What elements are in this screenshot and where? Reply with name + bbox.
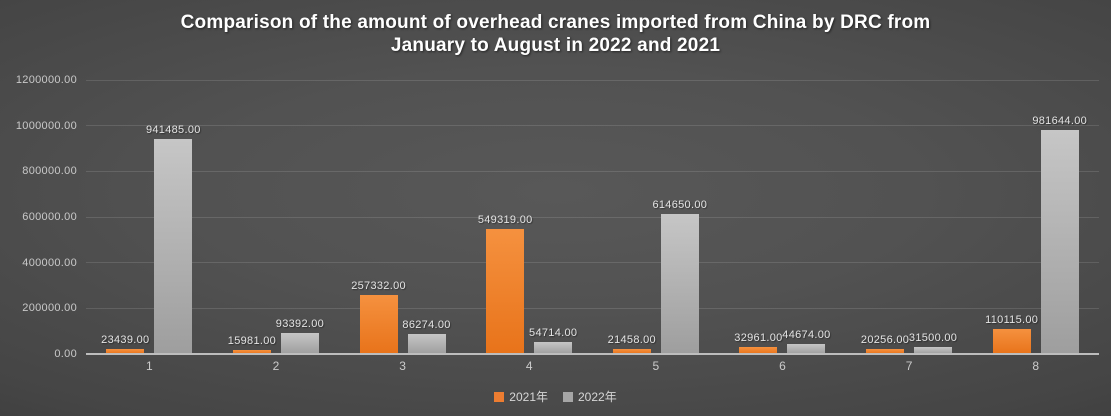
legend-label: 2022年 xyxy=(578,390,617,404)
bar-group-8: 110115.00 981644.00 xyxy=(972,80,1099,354)
bar-group-2: 15981.00 93392.00 xyxy=(213,80,340,354)
x-tick-label-7: 7 xyxy=(905,359,913,373)
bar-2022年-month-8: 981644.00 xyxy=(1032,115,1087,354)
bar-2022年-month-1: 941485.00 xyxy=(146,124,200,354)
bar-value-label: 257332.00 xyxy=(351,280,406,293)
legend-item-2021年: 2021年 xyxy=(494,388,548,405)
x-tick-label-4: 4 xyxy=(525,359,533,373)
bar-value-label: 20256.00 xyxy=(860,334,910,347)
x-tick-label-8: 8 xyxy=(1032,359,1040,373)
bar-2022年-month-3: 86274.00 xyxy=(402,319,450,354)
bar-2021年-month-2: 15981.00 xyxy=(228,335,276,354)
bar-value-label: 15981.00 xyxy=(227,335,277,348)
bar-value-label: 54714.00 xyxy=(529,326,578,339)
bar-group-6: 32961.00 44674.00 xyxy=(719,80,846,354)
bar-group-4: 549319.00 54714.00 xyxy=(466,80,593,354)
bar-2022年-month-7: 31500.00 xyxy=(909,332,957,354)
x-tick-label-1: 1 xyxy=(145,359,153,373)
bar-value-label: 32961.00 xyxy=(734,331,783,344)
bar-2021年-month-3: 257332.00 xyxy=(351,280,406,354)
bar-2022年-month-5: 614650.00 xyxy=(652,199,707,354)
bar-2021年-month-6: 32961.00 xyxy=(734,332,782,354)
bar-2021年-month-8: 110115.00 xyxy=(985,314,1038,354)
y-tick-label-600000.00: 600000.00 xyxy=(22,211,77,223)
bar-value-label: 93392.00 xyxy=(275,317,325,330)
bar-group-3: 257332.00 86274.00 xyxy=(339,80,466,354)
bar-value-label: 941485.00 xyxy=(145,124,201,136)
bar-2021年-month-4: 549319.00 xyxy=(478,214,532,354)
gridline xyxy=(86,170,1099,172)
bar-value-label: 86274.00 xyxy=(402,319,451,332)
bar-2021年-month-7: 20256.00 xyxy=(861,334,909,354)
bar-value-label: 21458.00 xyxy=(607,334,656,347)
y-tick-label-400000.00: 400000.00 xyxy=(22,256,77,269)
x-tick-label-6: 6 xyxy=(779,359,786,373)
legend-swatch-icon xyxy=(494,391,505,402)
x-tick-label-2: 2 xyxy=(272,359,280,373)
gridline xyxy=(86,262,1099,264)
x-axis-line xyxy=(86,353,1099,355)
bar-group-1: 23439.00 941485.00 xyxy=(86,80,213,354)
bar-2021年-month-1: 23439.00 xyxy=(101,334,149,354)
bar-value-label: 23439.00 xyxy=(101,333,150,346)
plot-area: 23439.00 941485.00 15981.00 93392.00 257332.… xyxy=(86,79,1099,355)
chart-title-line-2: January to August in 2022 and 2021 xyxy=(390,35,721,57)
bar-value-label: 31500.00 xyxy=(908,331,958,344)
bar-value-label: 44674.00 xyxy=(782,328,831,341)
legend: 2021年 2022年 xyxy=(0,388,1111,405)
y-tick-label-200000.00: 200000.00 xyxy=(22,302,77,315)
gridline xyxy=(86,307,1099,309)
y-tick-label-1200000.00: 1200000.00 xyxy=(15,74,77,86)
bar-2022年-month-4: 54714.00 xyxy=(529,327,577,354)
y-axis: 1200000.00 1000000.00 800000.00 600000.00 40… xyxy=(0,74,77,360)
bar-value-label: 614650.00 xyxy=(652,198,708,211)
legend-item-2022年: 2022年 xyxy=(563,388,617,405)
bar-groups: 23439.00 941485.00 15981.00 93392.00 257332.… xyxy=(86,80,1099,354)
chart-title-line-1: Comparison of the amount of overhead cra… xyxy=(180,12,931,33)
y-tick-label-1000000.00: 1000000.00 xyxy=(15,119,77,132)
bar-group-5: 21458.00 614650.00 xyxy=(593,80,720,354)
gridline xyxy=(86,216,1099,218)
bar-2021年-month-5: 21458.00 xyxy=(608,334,656,354)
bar-2022年-month-2: 93392.00 xyxy=(276,318,324,354)
gridline xyxy=(86,79,1099,81)
y-tick-label-0.00: 0.00 xyxy=(54,348,77,360)
gridline xyxy=(86,125,1099,127)
x-tick-label-5: 5 xyxy=(652,359,660,373)
legend-label: 2021年 xyxy=(509,390,548,404)
bar-value-label: 981644.00 xyxy=(1032,114,1088,127)
bar-2022年-month-6: 44674.00 xyxy=(782,329,830,354)
bar-value-label: 549319.00 xyxy=(477,213,533,226)
x-axis-labels: 1 2 3 4 5 6 7 8 xyxy=(86,359,1099,373)
chart-title: Comparison of the amount of overhead cra… xyxy=(0,11,1111,57)
x-tick-label-3: 3 xyxy=(399,359,406,373)
legend-swatch-icon xyxy=(563,391,573,402)
bar-group-7: 20256.00 31500.00 xyxy=(846,80,973,354)
bar-value-label: 110115.00 xyxy=(985,313,1039,326)
y-tick-label-800000.00: 800000.00 xyxy=(22,165,77,178)
